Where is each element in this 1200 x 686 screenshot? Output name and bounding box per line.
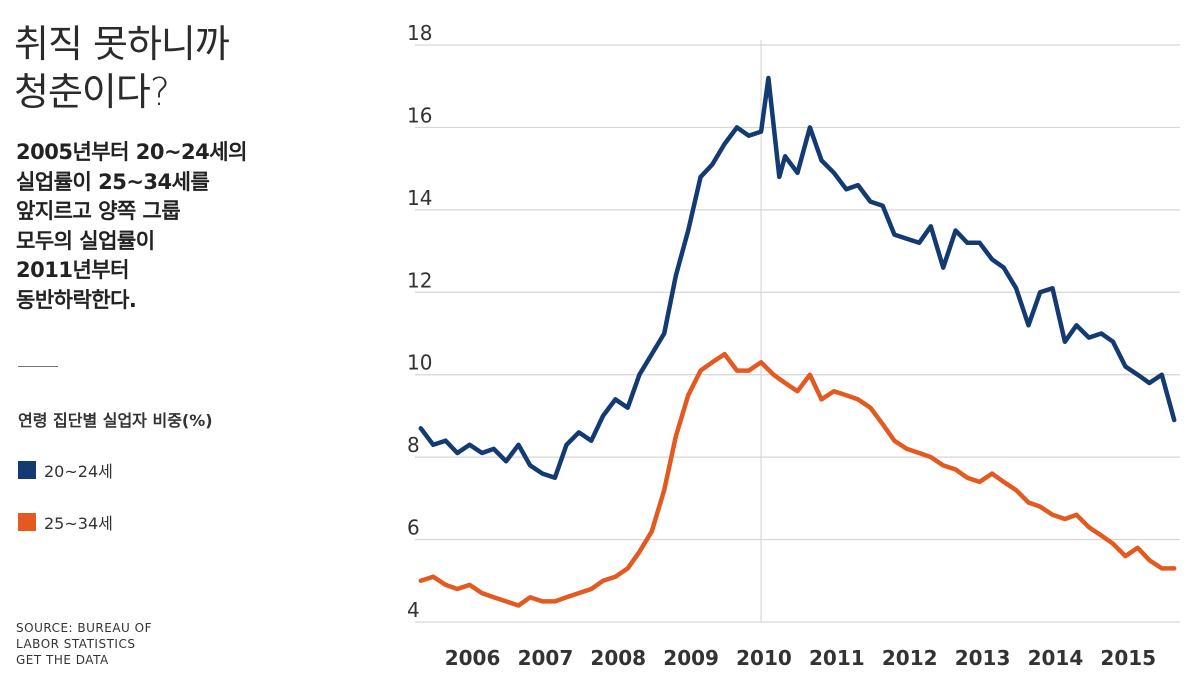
legend-item-20-24: 20~24세 bbox=[18, 458, 113, 482]
page-title: 취직 못하니까 청춘이다? bbox=[14, 22, 230, 114]
x-tick-label: 2011 bbox=[809, 646, 865, 670]
source-note: SOURCE: BUREAU OF LABOR STATISTICS GET T… bbox=[16, 620, 152, 668]
x-tick-label: 2006 bbox=[445, 646, 501, 670]
divider bbox=[18, 366, 58, 367]
x-tick-label: 2014 bbox=[1028, 646, 1084, 670]
legend-item-25-34: 25~34세 bbox=[18, 510, 113, 534]
y-axis-ticks: 4 6 8 10 12 14 16 18 bbox=[407, 21, 432, 622]
y-tick-label: 14 bbox=[407, 186, 432, 210]
x-tick-label: 2013 bbox=[955, 646, 1011, 670]
y-tick-label: 16 bbox=[407, 103, 432, 127]
chart-subtitle: 2005년부터 20~24세의 실업률이 25~34세를 앞지르고 양쪽 그룹 … bbox=[16, 140, 247, 312]
y-tick-label: 18 bbox=[407, 21, 432, 45]
y-tick-label: 6 bbox=[407, 516, 420, 540]
x-tick-label: 2015 bbox=[1100, 646, 1156, 670]
legend-label-25-34: 25~34세 bbox=[44, 514, 113, 533]
legend-swatch-20-24 bbox=[18, 461, 36, 479]
series-lines bbox=[418, 75, 1177, 608]
y-tick-label: 12 bbox=[407, 268, 432, 292]
y-tick-label: 4 bbox=[407, 598, 420, 622]
legend-title: 연령 집단별 실업자 비중(%) bbox=[18, 411, 213, 430]
get-the-data-link[interactable]: GET THE DATA bbox=[16, 653, 109, 667]
x-tick-label: 2010 bbox=[736, 646, 792, 670]
x-tick-label: 2012 bbox=[882, 646, 938, 670]
legend-label-20-24: 20~24세 bbox=[44, 462, 113, 481]
x-tick-label: 2008 bbox=[590, 646, 646, 670]
x-tick-label: 2009 bbox=[663, 646, 719, 670]
grid-lines bbox=[415, 40, 1180, 623]
series-line-0 bbox=[418, 75, 1177, 481]
y-tick-label: 8 bbox=[407, 433, 420, 457]
y-tick-label: 10 bbox=[407, 351, 432, 375]
legend-swatch-25-34 bbox=[18, 513, 36, 531]
x-axis-ticks: 2006 2007 2008 2009 2010 2011 2012 2013 2014 2015 bbox=[445, 646, 1156, 670]
series-line-1 bbox=[418, 351, 1177, 608]
source-line-1: SOURCE: BUREAU OF bbox=[16, 621, 152, 635]
source-line-2: LABOR STATISTICS bbox=[16, 637, 136, 651]
x-tick-label: 2007 bbox=[518, 646, 574, 670]
